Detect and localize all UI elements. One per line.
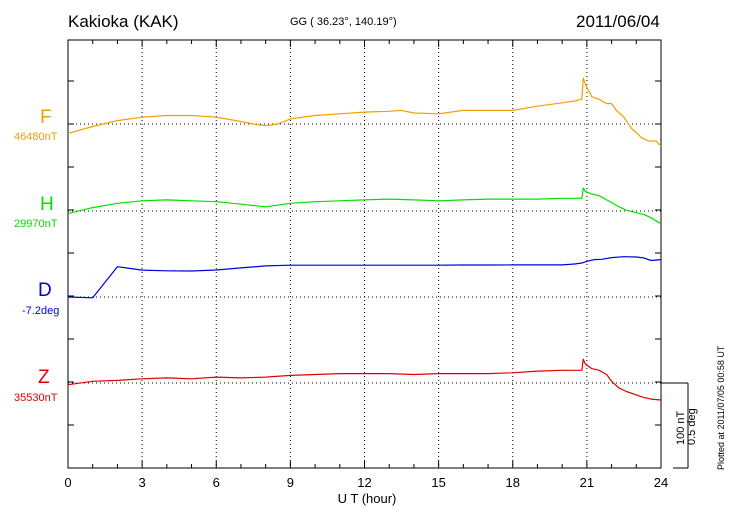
series-baseline-h: 29970nT (14, 218, 58, 230)
series-line-z (67, 358, 662, 401)
station-title: Kakioka (KAK) (68, 12, 179, 31)
data-series (67, 77, 662, 401)
series-name-f: F (40, 107, 52, 128)
x-tick-label: 15 (431, 475, 445, 490)
series-baseline-d: -7.2deg (22, 305, 60, 317)
x-tick-label: 9 (287, 475, 294, 490)
series-baseline-z: 35530nT (14, 392, 58, 404)
grid (68, 40, 661, 468)
x-tick-label: 21 (580, 475, 594, 490)
scale-label-deg: 0.5 deg (686, 408, 698, 445)
plot-date: 2011/06/04 (576, 12, 660, 31)
x-tick-label: 3 (139, 475, 146, 490)
x-tick-labels: 0 3 6 9 12 15 18 21 24 (64, 475, 668, 490)
plotted-timestamp: Plotted at 2011/07/05 00:58 UT (716, 345, 726, 470)
series-name-d: D (38, 280, 52, 301)
series-name-z: Z (38, 367, 50, 388)
x-axis-label: U T (hour) (338, 491, 397, 506)
geographic-coordinates: GG ( 36.23°, 140.19°) (290, 16, 397, 28)
scale-bar (661, 382, 689, 469)
x-tick-label: 12 (357, 475, 371, 490)
x-tick-label: 0 (64, 475, 71, 490)
series-name-h: H (40, 194, 54, 215)
series-line-f (67, 77, 662, 147)
axis-ticks (67, 40, 662, 468)
x-tick-label: 24 (654, 475, 668, 490)
x-tick-label: 18 (506, 475, 520, 490)
x-tick-label: 6 (213, 475, 220, 490)
series-baseline-f: 46480nT (14, 131, 58, 143)
series-line-d (67, 256, 662, 299)
series-line-h (67, 187, 662, 225)
